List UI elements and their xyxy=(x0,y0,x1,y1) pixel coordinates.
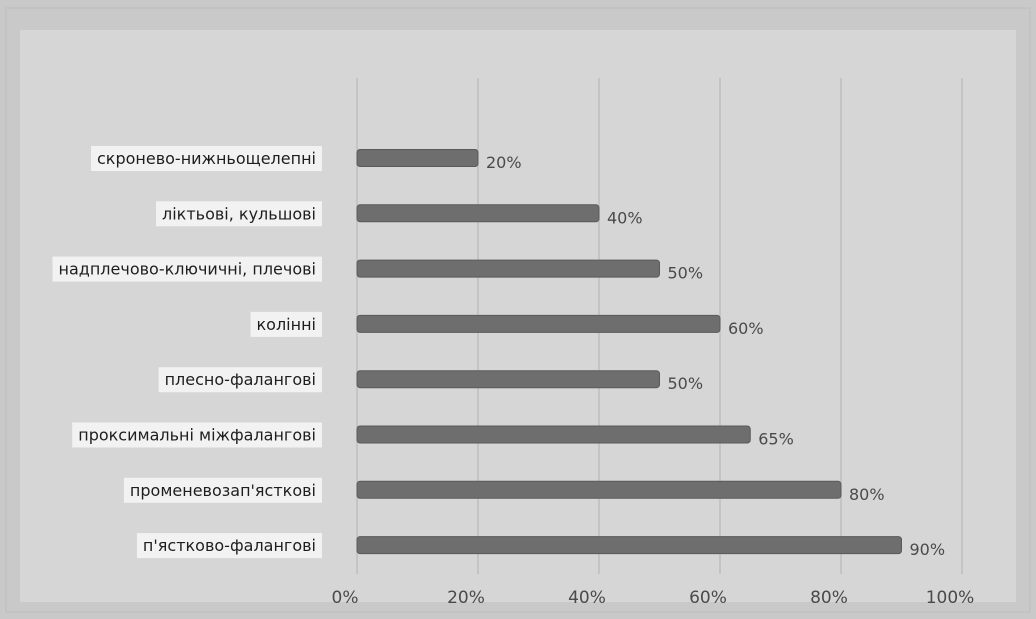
bar xyxy=(356,314,721,333)
data-label: 90% xyxy=(910,540,946,559)
category-label: колінні xyxy=(257,315,317,334)
data-label: 20% xyxy=(486,153,522,172)
bar xyxy=(356,425,751,444)
bar xyxy=(356,370,660,389)
data-label: 65% xyxy=(758,430,794,449)
x-tick-label: 100% xyxy=(926,588,975,608)
category-label-bg xyxy=(72,422,322,448)
data-label: 50% xyxy=(668,374,704,393)
category-label: променевозап'ясткові xyxy=(130,481,316,500)
category-label: п'ястково-фалангові xyxy=(143,536,316,555)
category-label: скронево-нижньощелепні xyxy=(97,149,316,168)
bar xyxy=(356,204,600,223)
x-tick-label: 80% xyxy=(810,588,848,608)
category-label-bg xyxy=(52,256,322,282)
data-label: 40% xyxy=(607,208,643,227)
category-label: проксимальні міжфалангові xyxy=(78,426,316,445)
x-tick-label: 60% xyxy=(689,588,727,608)
data-label: 60% xyxy=(728,319,764,338)
data-label: 50% xyxy=(668,264,704,283)
x-tick-label: 40% xyxy=(568,588,606,608)
bar xyxy=(356,536,902,555)
category-label: плесно-фалангові xyxy=(165,370,316,389)
category-label: ліктьові, кульшові xyxy=(162,204,316,223)
category-label-bg xyxy=(90,146,322,171)
category-label-bg xyxy=(155,201,322,227)
bar xyxy=(356,480,842,499)
category-label-bg xyxy=(123,477,322,503)
category-label-bg xyxy=(250,311,322,337)
bar xyxy=(356,259,660,278)
category-label: надплечово-ключичні, плечові xyxy=(59,260,316,279)
x-tick-label: 0% xyxy=(332,588,359,608)
category-label-bg xyxy=(136,533,322,559)
category-label-bg xyxy=(158,367,322,393)
x-tick-label: 20% xyxy=(447,588,485,608)
bar xyxy=(356,149,479,167)
data-label: 80% xyxy=(849,485,885,504)
